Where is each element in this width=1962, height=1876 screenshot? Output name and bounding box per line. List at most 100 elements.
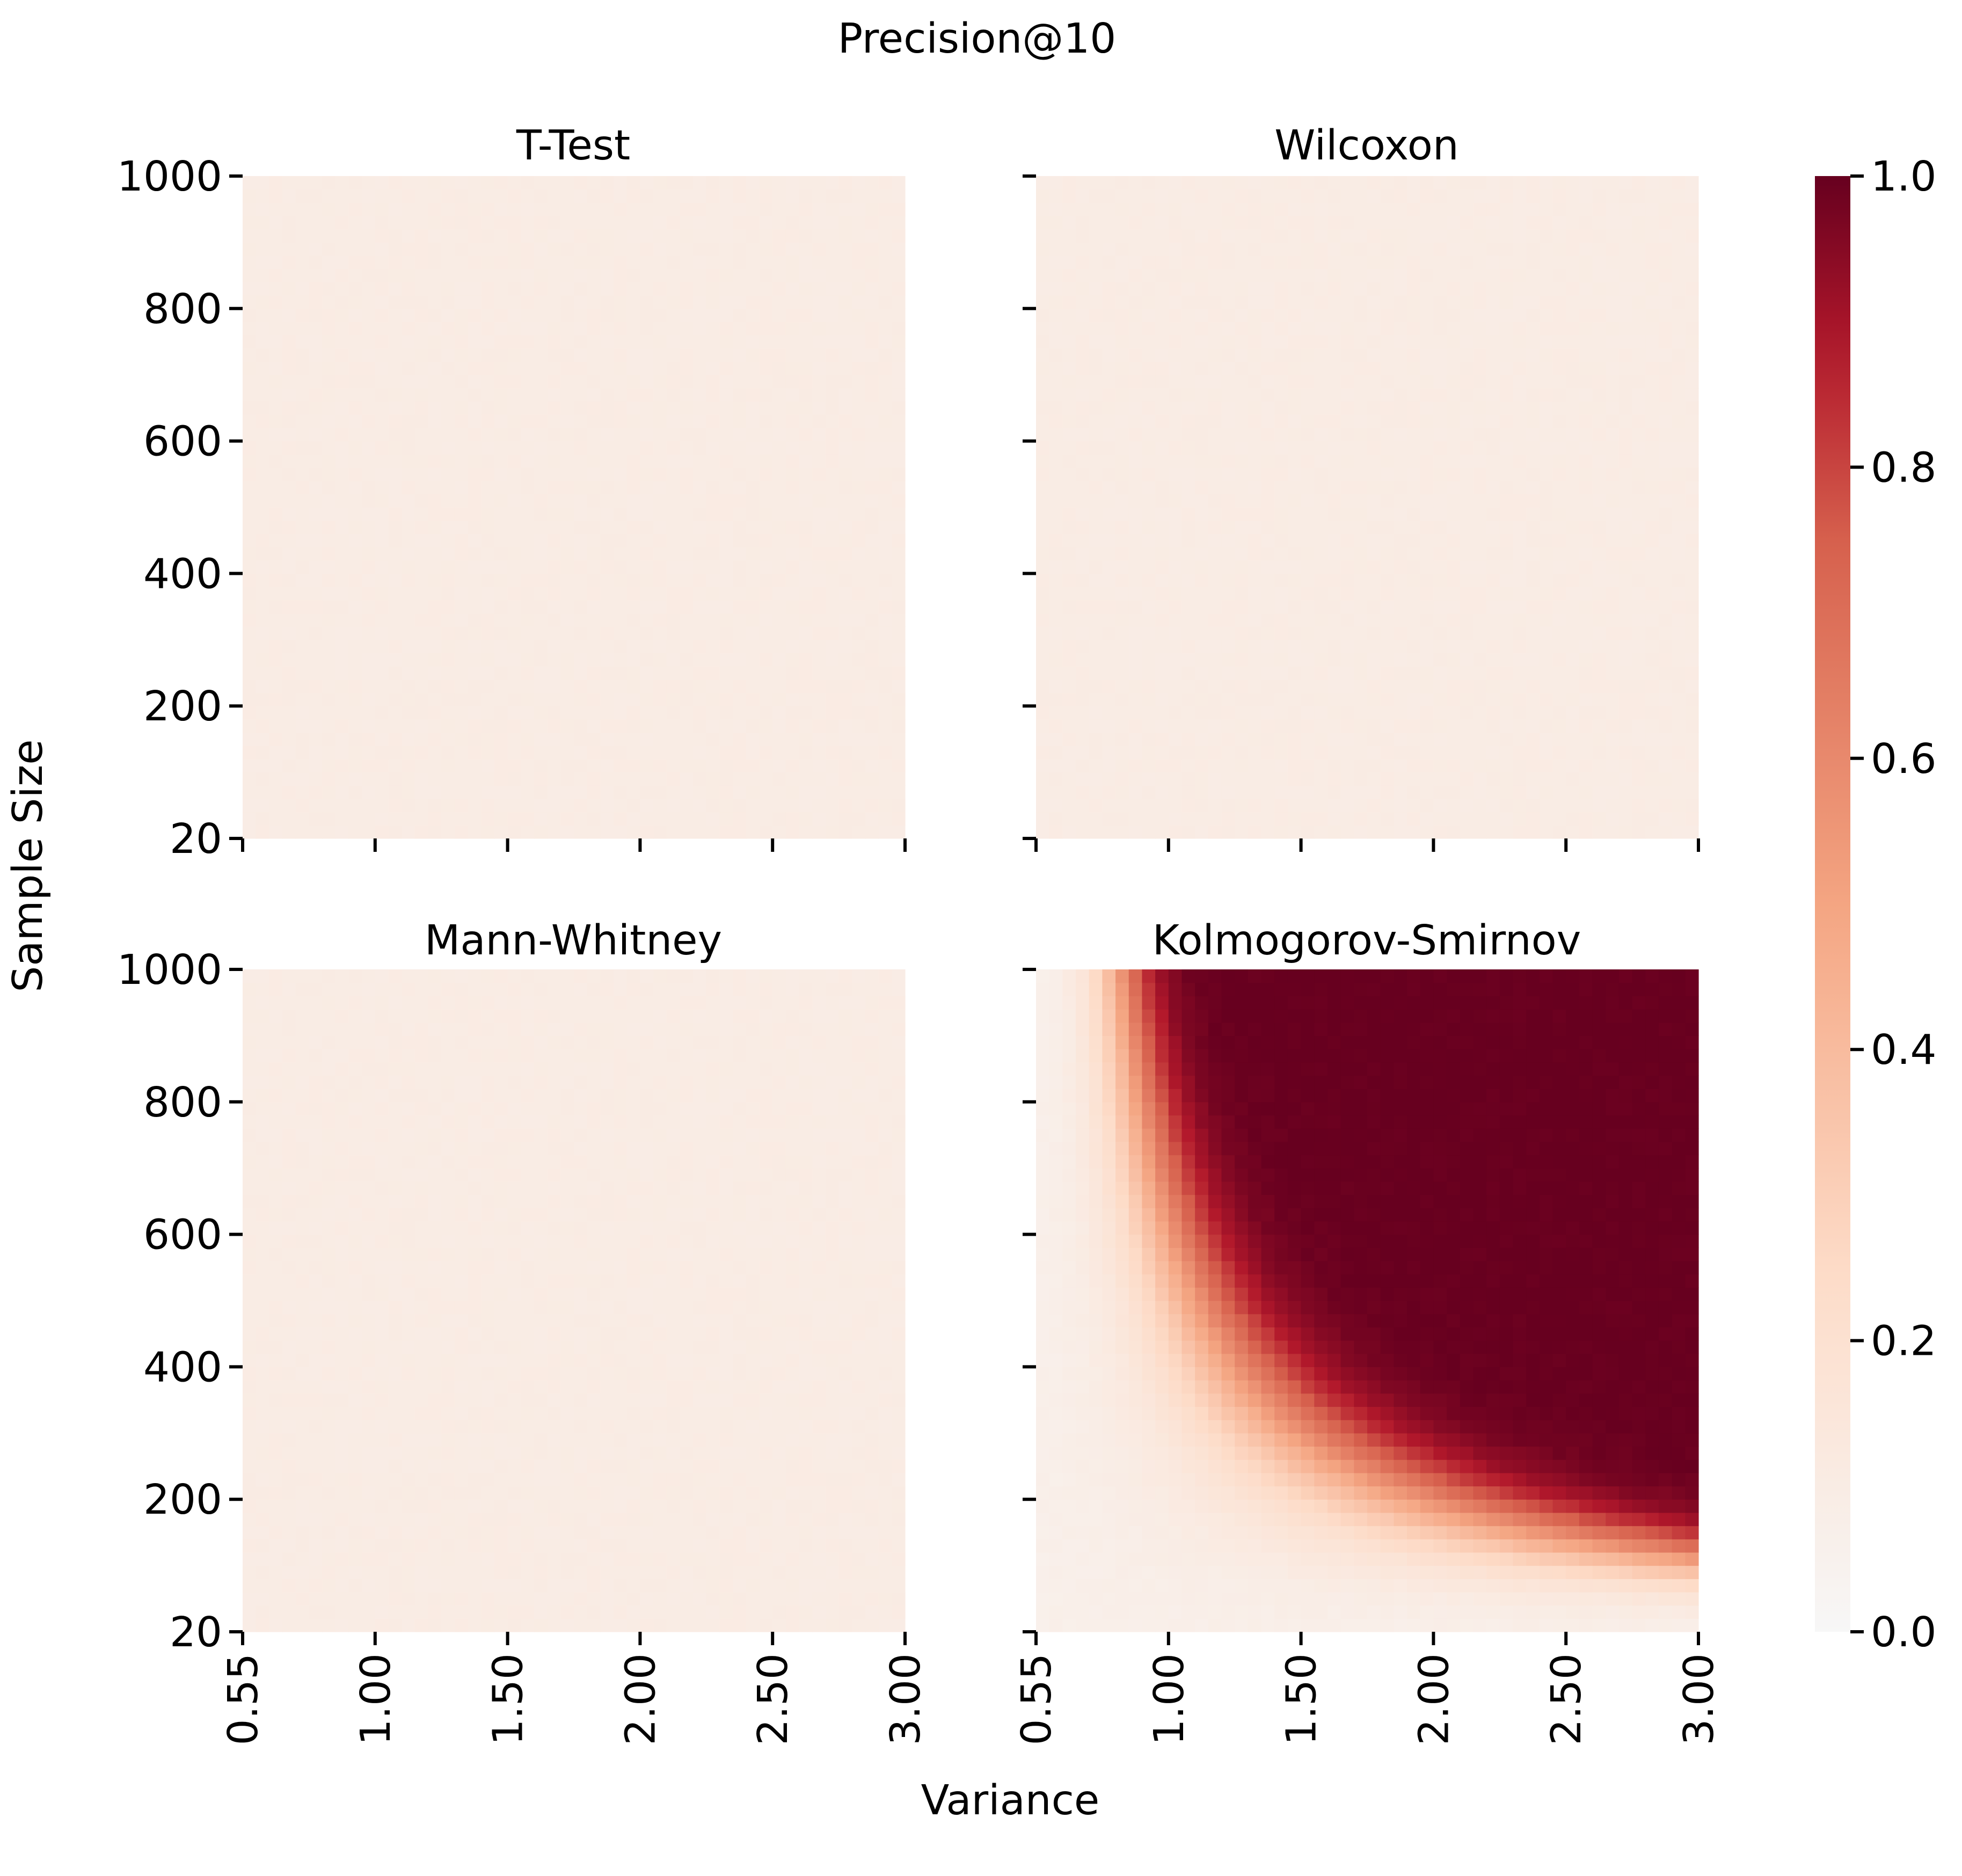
heatmap-cell — [759, 772, 773, 786]
heatmap-cell — [1539, 375, 1553, 389]
heatmap-cell — [388, 282, 402, 296]
heatmap-cell — [640, 653, 654, 667]
heatmap-cell — [1433, 746, 1447, 760]
heatmap-cell — [1606, 348, 1620, 362]
heatmap-cell — [1327, 467, 1341, 481]
heatmap-cell — [547, 534, 561, 548]
heatmap-cell — [322, 746, 336, 760]
heatmap-cell — [1076, 573, 1090, 587]
heatmap-cell — [1632, 388, 1646, 402]
heatmap-cell — [785, 613, 800, 627]
heatmap-cell — [414, 242, 429, 256]
heatmap-cell — [1645, 454, 1659, 468]
heatmap-cell — [878, 692, 892, 706]
heatmap-cell — [1645, 507, 1659, 521]
heatmap-cell — [865, 427, 879, 442]
heatmap-cell — [1592, 613, 1606, 627]
heatmap-cell — [1142, 454, 1156, 468]
heatmap-cell — [295, 388, 309, 402]
heatmap-cell — [838, 282, 852, 296]
heatmap-cell — [295, 600, 309, 614]
heatmap-cell — [1499, 268, 1514, 283]
heatmap-cell — [733, 746, 747, 760]
heatmap-cell — [1499, 626, 1514, 640]
heatmap-cell — [878, 268, 892, 283]
heatmap-cell — [1062, 746, 1076, 760]
heatmap-cell — [1181, 600, 1195, 614]
heatmap-cell — [587, 268, 601, 283]
heatmap-cell — [706, 375, 720, 389]
heatmap-cell — [388, 732, 402, 746]
heatmap-cell — [1552, 308, 1566, 323]
heatmap-cell — [269, 600, 283, 614]
heatmap-cell — [1632, 256, 1646, 269]
heatmap-cell — [1566, 812, 1580, 826]
heatmap-cell — [1539, 639, 1553, 654]
heatmap-cell — [666, 587, 681, 601]
heatmap-cell — [243, 547, 257, 561]
heatmap-cell — [348, 679, 362, 694]
heatmap-cell — [1089, 494, 1103, 508]
heatmap-cell — [295, 229, 309, 243]
heatmap-cell — [402, 560, 415, 574]
heatmap-cell — [388, 441, 402, 455]
heatmap-cell — [1314, 401, 1328, 415]
heatmap-cell — [428, 202, 442, 216]
heatmap-cell — [454, 467, 469, 481]
heatmap-cell — [865, 189, 879, 203]
heatmap-cell — [402, 587, 415, 601]
heatmap-cell — [441, 507, 455, 521]
heatmap-cell — [1420, 613, 1434, 627]
heatmap-cell — [1526, 427, 1540, 442]
heatmap-cell — [680, 494, 694, 508]
heatmap-cell — [335, 189, 349, 203]
heatmap-cell — [1314, 467, 1328, 481]
heatmap-cell — [348, 573, 362, 587]
heatmap-cell — [825, 653, 840, 667]
heatmap-cell — [825, 772, 840, 786]
heatmap-cell — [428, 746, 442, 760]
heatmap-cell — [680, 401, 694, 415]
heatmap-cell — [481, 812, 495, 826]
heatmap-cell — [441, 639, 455, 654]
heatmap-cell — [388, 268, 402, 283]
heatmap-cell — [454, 812, 469, 826]
heatmap-cell — [825, 812, 840, 826]
heatmap-cell — [1089, 242, 1103, 256]
heatmap-cell — [1049, 216, 1063, 230]
heatmap-cell — [375, 758, 389, 773]
heatmap-cell — [494, 256, 508, 269]
heatmap-cell — [1115, 547, 1129, 561]
heatmap-cell — [759, 758, 773, 773]
heatmap-cell — [256, 600, 269, 614]
heatmap-cell — [878, 308, 892, 323]
heatmap-cell — [322, 706, 336, 720]
heatmap-cell — [468, 441, 482, 455]
heatmap-cell — [1327, 758, 1341, 773]
heatmap-cell — [1195, 268, 1209, 283]
heatmap-cell — [1539, 388, 1553, 402]
heatmap-cell — [375, 772, 389, 786]
heatmap-cell — [825, 282, 840, 296]
heatmap-cell — [295, 308, 309, 323]
heatmap-cell — [1618, 600, 1633, 614]
heatmap-cell — [1433, 414, 1447, 428]
heatmap-cell — [481, 573, 495, 587]
heatmap-cell — [1168, 401, 1183, 415]
heatmap-cell — [1235, 587, 1249, 601]
heatmap-cell — [812, 639, 826, 654]
heatmap-cell — [1301, 812, 1315, 826]
heatmap-cell — [1155, 666, 1169, 680]
heatmap-cell — [719, 587, 733, 601]
heatmap-cell — [560, 653, 574, 667]
heatmap-cell — [256, 242, 269, 256]
heatmap-cell — [534, 666, 548, 680]
heatmap-cell — [1089, 256, 1103, 269]
heatmap-cell — [1486, 732, 1500, 746]
heatmap-cell — [719, 494, 733, 508]
heatmap-cell — [1539, 785, 1553, 799]
heatmap-cell — [348, 666, 362, 680]
heatmap-cell — [825, 308, 840, 323]
heatmap-cell — [1394, 587, 1407, 601]
heatmap-cell — [1473, 758, 1487, 773]
